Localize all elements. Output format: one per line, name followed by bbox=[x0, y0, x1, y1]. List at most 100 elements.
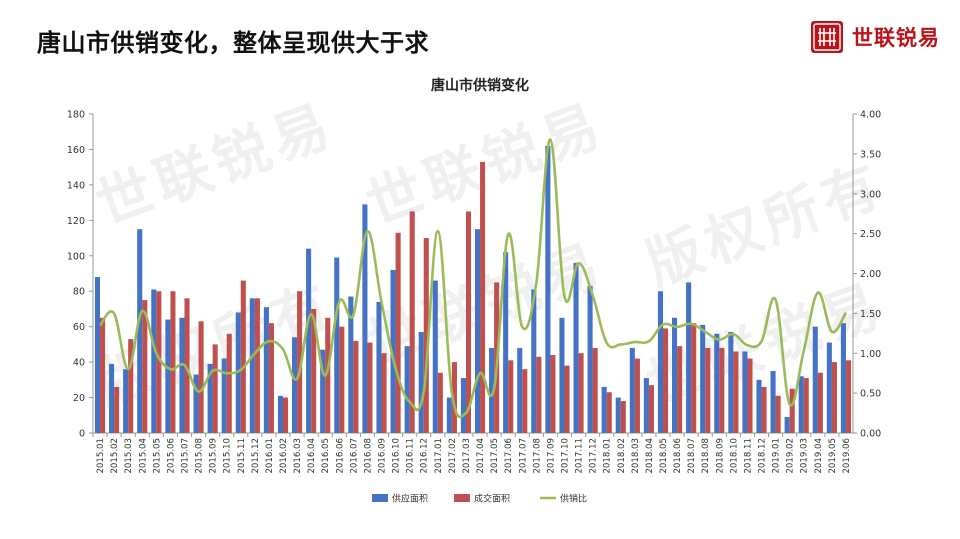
chart-title: 唐山市供销变化 bbox=[431, 77, 529, 94]
y-tick-label-right: 3.00 bbox=[860, 189, 881, 200]
bar-supply bbox=[798, 376, 804, 433]
chart-legend: 供应面积 成交面积 供销比 bbox=[372, 493, 587, 505]
bar-transaction bbox=[451, 362, 457, 433]
bar-supply bbox=[334, 257, 340, 433]
x-tick-label: 2018.02 bbox=[617, 438, 627, 474]
x-tick-label: 2019.03 bbox=[800, 438, 810, 474]
bar-supply bbox=[503, 252, 509, 433]
bar-supply bbox=[94, 277, 101, 433]
bar-transaction bbox=[128, 339, 134, 433]
bar-transaction bbox=[522, 369, 528, 433]
bar-transaction bbox=[508, 360, 514, 433]
bar-supply bbox=[137, 229, 143, 433]
bar-supply bbox=[770, 370, 776, 433]
y-tick-label-left: 180 bbox=[67, 110, 85, 121]
x-tick-label: 2017.01 bbox=[434, 438, 444, 474]
bar-supply bbox=[531, 289, 537, 433]
bar-supply bbox=[179, 317, 185, 433]
bar-supply bbox=[306, 248, 312, 433]
x-tick-label: 2015.04 bbox=[138, 438, 148, 474]
bar-supply bbox=[545, 145, 551, 433]
bar-transaction bbox=[606, 392, 612, 433]
bar-supply bbox=[756, 379, 762, 433]
y-tick-label-left: 120 bbox=[67, 216, 85, 227]
bar-transaction bbox=[381, 353, 387, 433]
x-tick-label: 2015.11 bbox=[237, 438, 247, 474]
bar-supply bbox=[362, 204, 368, 433]
chart-axes: 0 20 40 60 80 100 120 140 160 180 0.00 0.50 1.00 1.50… bbox=[67, 110, 881, 474]
x-tick-label: 2017.04 bbox=[476, 438, 486, 474]
x-tick-label: 2016.01 bbox=[265, 438, 275, 474]
x-tick-label: 2016.08 bbox=[363, 438, 373, 474]
y-tick-label-right: 2.00 bbox=[860, 269, 881, 280]
x-tick-label: 2015.02 bbox=[110, 438, 120, 474]
bar-supply bbox=[320, 349, 326, 433]
y-tick-label-right: 0.00 bbox=[860, 429, 881, 440]
bar-transaction bbox=[297, 291, 303, 433]
y-tick-label-right: 1.00 bbox=[860, 349, 881, 360]
x-tick-label: 2016.02 bbox=[279, 438, 289, 474]
legend-label: 供销比 bbox=[560, 493, 587, 505]
x-tick-label: 2015.09 bbox=[209, 438, 219, 474]
bar-transaction bbox=[367, 342, 373, 433]
bar-supply bbox=[432, 280, 438, 433]
bar-supply bbox=[193, 374, 199, 433]
y-tick-label-right: 1.50 bbox=[860, 309, 881, 320]
bar-transaction bbox=[663, 328, 669, 433]
bar-supply bbox=[686, 282, 692, 433]
x-tick-label: 2017.12 bbox=[589, 438, 599, 474]
bar-supply bbox=[151, 289, 157, 433]
bar-supply bbox=[840, 323, 846, 433]
bar-supply bbox=[587, 285, 593, 433]
bar-supply bbox=[277, 395, 283, 433]
bar-transaction bbox=[817, 372, 823, 433]
bar-transaction bbox=[395, 232, 401, 433]
x-tick-label: 2016.06 bbox=[335, 438, 345, 474]
bar-transaction bbox=[339, 326, 345, 433]
x-tick-label: 2018.01 bbox=[603, 438, 613, 474]
x-tick-label: 2017.08 bbox=[532, 438, 542, 474]
bar-supply bbox=[418, 331, 424, 433]
chart-bars bbox=[94, 145, 852, 433]
bar-transaction bbox=[311, 308, 317, 433]
bar-transaction bbox=[437, 372, 443, 433]
x-tick-label: 2019.05 bbox=[828, 438, 838, 474]
bar-transaction bbox=[550, 355, 556, 433]
y-tick-label-right: 2.50 bbox=[860, 229, 881, 240]
bar-transaction bbox=[845, 360, 852, 433]
x-tick-label: 2015.07 bbox=[180, 438, 190, 474]
x-tick-label: 2015.01 bbox=[96, 438, 106, 474]
y-tick-label-left: 80 bbox=[73, 287, 85, 298]
bar-supply bbox=[263, 307, 269, 433]
legend-label: 成交面积 bbox=[474, 493, 510, 505]
bar-transaction bbox=[465, 211, 472, 433]
bar-supply bbox=[292, 337, 298, 433]
x-tick-label: 2015.12 bbox=[251, 438, 261, 474]
bar-transaction bbox=[240, 280, 246, 433]
bar-transaction bbox=[677, 346, 683, 433]
x-tick-label: 2016.11 bbox=[406, 438, 416, 474]
x-tick-label: 2018.05 bbox=[659, 438, 669, 474]
x-tick-label: 2019.04 bbox=[814, 438, 824, 474]
bar-supply bbox=[517, 347, 523, 433]
bar-transaction bbox=[747, 358, 753, 433]
x-tick-label: 2017.07 bbox=[518, 438, 528, 474]
bar-transaction bbox=[423, 238, 429, 433]
bar-supply bbox=[714, 333, 720, 433]
bar-transaction bbox=[789, 388, 795, 433]
line-supply-sales-ratio bbox=[99, 138, 848, 419]
bar-supply bbox=[489, 347, 495, 433]
chart-line bbox=[99, 138, 848, 419]
x-tick-label: 2019.01 bbox=[772, 438, 782, 474]
bar-supply bbox=[474, 229, 481, 433]
x-tick-label: 2018.06 bbox=[673, 438, 683, 474]
bar-supply bbox=[601, 386, 607, 433]
x-tick-label: 2015.03 bbox=[124, 438, 134, 474]
shilian-logo-icon bbox=[811, 21, 843, 53]
x-tick-label: 2017.10 bbox=[560, 438, 570, 474]
bar-supply bbox=[573, 262, 579, 433]
bar-supply bbox=[109, 363, 115, 433]
x-tick-label: 2018.12 bbox=[758, 438, 768, 474]
bar-transaction bbox=[719, 347, 725, 433]
x-tick-label: 2018.04 bbox=[645, 438, 655, 474]
